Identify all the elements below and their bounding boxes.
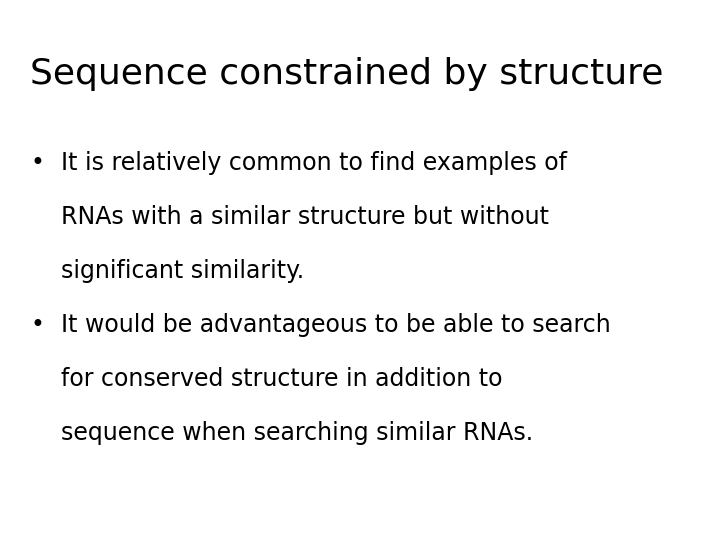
Text: for conserved structure in addition to: for conserved structure in addition to [61,367,503,391]
Text: significant similarity.: significant similarity. [61,259,305,283]
Text: RNAs with a similar structure but without: RNAs with a similar structure but withou… [61,205,549,229]
Text: It would be advantageous to be able to search: It would be advantageous to be able to s… [61,313,611,337]
Text: •: • [30,151,44,175]
Text: It is relatively common to find examples of: It is relatively common to find examples… [61,151,567,175]
Text: sequence when searching similar RNAs.: sequence when searching similar RNAs. [61,421,534,445]
Text: •: • [30,313,44,337]
Text: Sequence constrained by structure: Sequence constrained by structure [30,57,664,91]
